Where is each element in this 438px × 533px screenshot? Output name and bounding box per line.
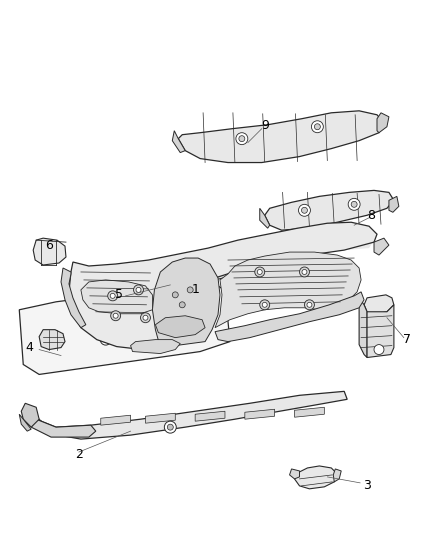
Circle shape [304,300,314,310]
Text: 3: 3 [362,479,370,492]
Circle shape [140,313,150,322]
Text: 6: 6 [45,239,53,252]
Circle shape [311,121,323,133]
Polygon shape [152,258,219,348]
Circle shape [167,424,173,430]
Polygon shape [69,222,376,350]
Polygon shape [289,469,299,479]
Polygon shape [33,238,66,265]
Polygon shape [73,228,373,285]
Circle shape [373,345,383,354]
Text: 2: 2 [75,448,83,461]
Circle shape [113,313,118,318]
Polygon shape [172,131,185,152]
Polygon shape [21,403,39,427]
Polygon shape [81,280,152,314]
Polygon shape [294,407,324,417]
Polygon shape [145,413,175,423]
Text: 8: 8 [366,209,374,222]
Polygon shape [195,411,224,421]
Polygon shape [373,238,388,255]
Text: 4: 4 [25,341,33,354]
Polygon shape [36,391,346,439]
Circle shape [350,201,356,207]
Text: 1: 1 [191,284,199,296]
Polygon shape [178,111,383,163]
Circle shape [110,311,120,321]
Circle shape [299,267,309,277]
Polygon shape [376,113,388,133]
Polygon shape [215,292,363,342]
Circle shape [110,293,115,298]
Text: 5: 5 [114,288,122,301]
Polygon shape [69,262,212,342]
Polygon shape [358,298,366,358]
Circle shape [301,207,307,213]
Circle shape [254,267,264,277]
Polygon shape [215,252,360,328]
Polygon shape [101,415,130,425]
Circle shape [314,124,320,130]
Polygon shape [19,282,230,375]
Polygon shape [39,330,65,350]
Circle shape [143,315,148,320]
Polygon shape [388,196,398,212]
Circle shape [100,334,111,345]
Polygon shape [244,409,274,419]
Circle shape [172,292,178,298]
Circle shape [347,198,359,211]
Circle shape [306,302,311,308]
Circle shape [107,291,117,301]
Circle shape [301,270,306,274]
Polygon shape [332,469,340,482]
Polygon shape [61,268,86,328]
Circle shape [259,300,269,310]
Polygon shape [110,260,259,290]
Circle shape [257,270,261,274]
Polygon shape [294,466,336,489]
Text: 7: 7 [402,333,410,346]
Polygon shape [110,278,118,292]
Circle shape [235,133,247,144]
Circle shape [187,287,193,293]
Polygon shape [259,208,269,228]
Circle shape [102,337,109,343]
Polygon shape [264,190,393,230]
Polygon shape [130,340,180,353]
Polygon shape [31,419,95,437]
Polygon shape [155,316,205,337]
Text: 9: 9 [260,119,268,132]
Circle shape [136,287,141,293]
Circle shape [179,302,185,308]
Circle shape [261,302,267,308]
Circle shape [298,204,310,216]
Circle shape [133,285,143,295]
Polygon shape [366,305,393,358]
Circle shape [164,421,176,433]
Circle shape [238,136,244,142]
Polygon shape [363,295,393,315]
Polygon shape [19,414,31,431]
